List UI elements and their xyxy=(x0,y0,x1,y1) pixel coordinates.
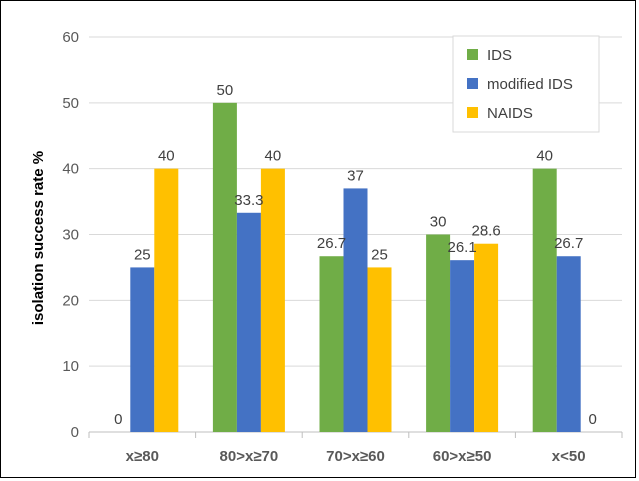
bar xyxy=(260,168,285,432)
x-category-label: x≥80 xyxy=(126,448,159,465)
bar xyxy=(532,168,557,432)
data-label: 26.7 xyxy=(554,235,583,252)
data-label: 33.3 xyxy=(234,192,263,209)
y-tick-label: 10 xyxy=(62,358,79,375)
legend-swatch xyxy=(467,107,478,118)
bar xyxy=(556,256,581,432)
x-category-label: 60>x≥50 xyxy=(433,448,492,465)
legend-label: modified IDS xyxy=(487,76,573,93)
data-label: 25 xyxy=(134,246,151,263)
y-tick-label: 50 xyxy=(62,95,79,112)
bar xyxy=(474,243,499,432)
y-tick-label: 0 xyxy=(71,424,79,441)
data-label: 37 xyxy=(347,167,364,184)
x-axis-categories: x≥80 80>x≥70 70>x≥60 60>x≥50 x<50 xyxy=(126,448,586,465)
legend: IDS modified IDS NAIDS xyxy=(452,35,600,133)
y-tick-label: 30 xyxy=(62,227,79,244)
bar xyxy=(130,267,155,432)
data-label: 0 xyxy=(589,411,597,428)
x-category-label: 80>x≥70 xyxy=(220,448,279,465)
legend-swatch xyxy=(467,49,478,60)
x-category-label: x<50 xyxy=(552,448,586,465)
data-label: 40 xyxy=(265,148,282,165)
x-category-label: 70>x≥60 xyxy=(326,448,385,465)
data-label: 26.1 xyxy=(447,239,476,256)
bar xyxy=(450,260,475,432)
y-tick-label: 20 xyxy=(62,292,79,309)
bar xyxy=(343,188,368,432)
bar xyxy=(212,102,237,432)
y-tick-label: 60 xyxy=(62,29,79,46)
data-label: 28.6 xyxy=(471,223,500,240)
data-label: 50 xyxy=(217,82,234,99)
data-label: 26.7 xyxy=(317,235,346,252)
data-label: 30 xyxy=(430,214,447,231)
y-tick-label: 40 xyxy=(62,161,79,178)
bar-group xyxy=(130,102,581,432)
bar xyxy=(367,267,392,432)
y-axis-label: isolation success rate % xyxy=(30,151,47,325)
bar xyxy=(319,256,344,432)
y-axis-ticks: 0 10 20 30 40 50 60 xyxy=(62,29,79,441)
bar xyxy=(154,168,179,432)
legend-label: NAIDS xyxy=(487,105,533,122)
data-label: 40 xyxy=(158,148,175,165)
data-label: 25 xyxy=(371,246,388,263)
legend-label: IDS xyxy=(487,47,512,64)
bar xyxy=(236,212,261,432)
data-label: 40 xyxy=(536,148,553,165)
bar xyxy=(426,234,451,432)
legend-swatch xyxy=(467,78,478,89)
data-label: 0 xyxy=(114,411,122,428)
